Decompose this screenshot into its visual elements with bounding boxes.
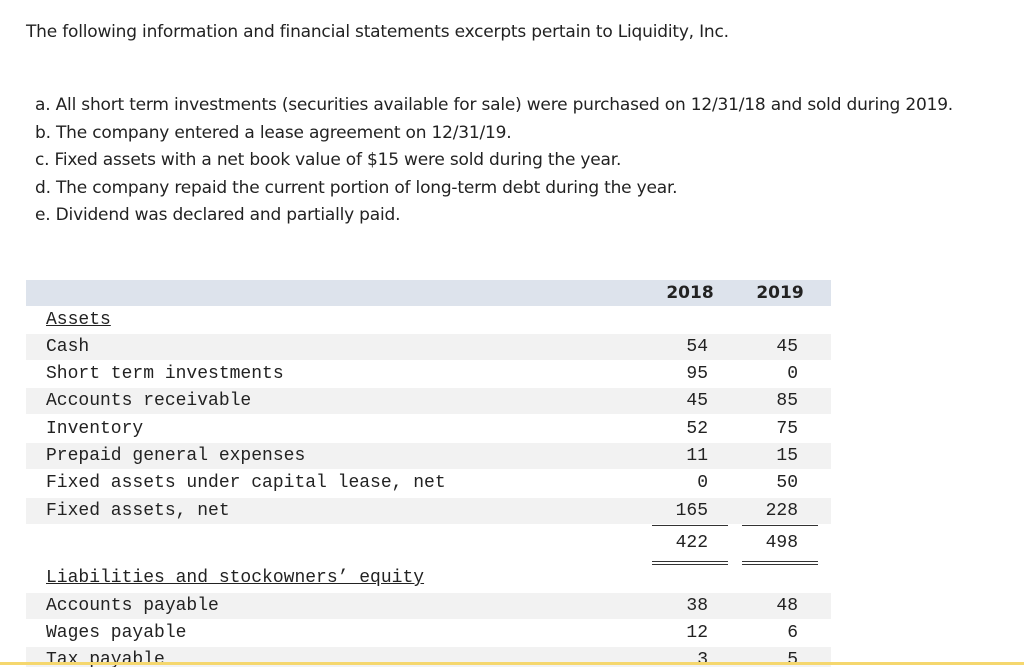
cell-value: 48 (776, 596, 798, 616)
note: e. Dividend was declared and partially p… (35, 205, 401, 225)
row-label: Inventory (46, 419, 144, 439)
cell-value: 75 (776, 419, 798, 439)
row-label: Wages payable (46, 623, 187, 643)
column-header: 2018 (666, 283, 714, 303)
cell-value: 5 (787, 650, 798, 667)
total-rule (652, 564, 728, 565)
cell-value: 50 (776, 473, 798, 493)
row-stripe (26, 388, 831, 414)
cell-value: 45 (686, 391, 708, 411)
row-stripe (26, 443, 831, 469)
total-rule (742, 561, 818, 562)
subtotal-rule (742, 525, 818, 526)
section-heading: Assets (46, 310, 111, 330)
header-band (26, 280, 831, 306)
total-rule (652, 561, 728, 562)
row-label: Prepaid general expenses (46, 446, 306, 466)
total-rule (742, 564, 818, 565)
column-header: 2019 (756, 283, 804, 303)
cell-value: 95 (686, 364, 708, 384)
cell-value: 0 (697, 473, 708, 493)
note: d. The company repaid the current portio… (35, 177, 678, 198)
cell-value: 11 (686, 446, 708, 466)
note: b. The company entered a lease agreement… (35, 122, 512, 143)
row-label: Accounts receivable (46, 391, 252, 411)
row-label: Fixed assets, net (46, 501, 230, 521)
note: a. All short term investments (securitie… (35, 95, 954, 115)
row-stripe (26, 593, 831, 619)
cell-value: 165 (675, 501, 708, 521)
cell-value: 3 (697, 650, 708, 667)
subtotal-rule (652, 525, 728, 526)
cell-value: 228 (765, 501, 798, 521)
cell-value: 85 (776, 391, 798, 411)
cell-value: 38 (686, 596, 708, 616)
row-label: Accounts payable (46, 596, 219, 616)
cell-value: 45 (776, 337, 798, 357)
cell-value: 0 (787, 364, 798, 384)
cell-value: 15 (776, 446, 798, 466)
row-stripe (26, 498, 831, 524)
intro: The following information and financial … (26, 22, 729, 42)
cell-value: 54 (686, 337, 708, 357)
cell-value: 52 (686, 419, 708, 439)
cell-value: 422 (675, 533, 708, 553)
row-label: Short term investments (46, 364, 284, 384)
cell-value: 498 (765, 533, 798, 553)
note: c. Fixed assets with a net book value of… (35, 150, 622, 170)
cell-value: 12 (686, 623, 708, 643)
row-stripe (26, 334, 831, 360)
row-label: Fixed assets under capital lease, net (46, 473, 446, 493)
cell-value: 6 (787, 623, 798, 643)
scroll-edge (0, 662, 1024, 665)
section-heading: Liabilities and stockowners’ equity (46, 568, 425, 588)
row-label: Cash (46, 337, 90, 357)
